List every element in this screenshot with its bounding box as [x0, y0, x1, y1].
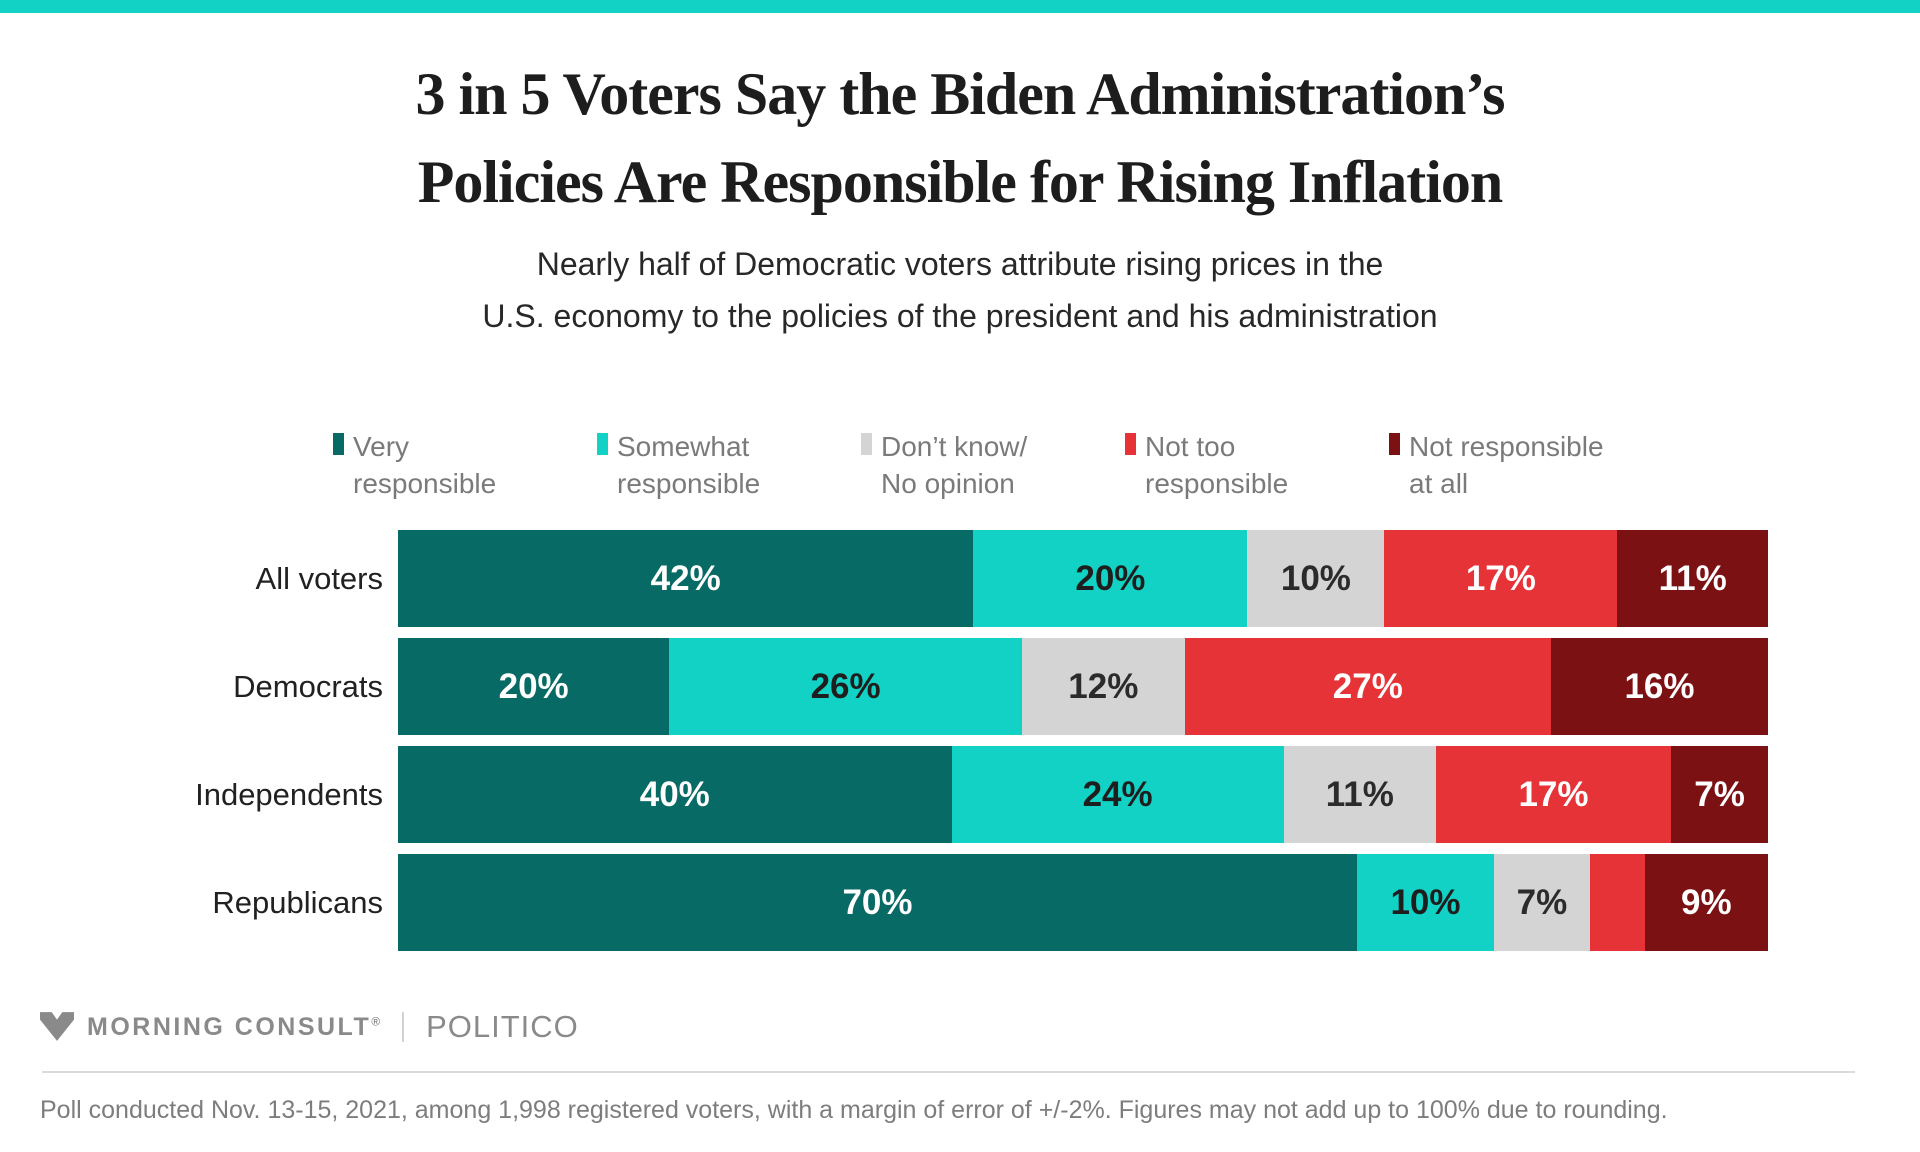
registered-mark: ® [371, 1014, 381, 1029]
legend-item: Somewhat responsible [597, 428, 861, 502]
bar-segment: 42% [398, 530, 974, 627]
stacked-bar: 20% 26% 12% 27% 16% [398, 638, 1768, 735]
bar-segment: 27% [1184, 638, 1551, 735]
subtitle-line-1: Nearly half of Democratic voters attribu… [536, 246, 1384, 282]
logo-divider [402, 1012, 405, 1042]
row-label: Independents [195, 776, 383, 812]
bar-segment: 70% [398, 854, 1357, 951]
bar-segment: 11% [1617, 530, 1769, 627]
accent-top-bar [0, 0, 1920, 13]
bar-segment: 7% [1671, 746, 1768, 843]
row-label: Democrats [233, 668, 383, 704]
page-title: 3 in 5 Voters Say the Biden Administrati… [0, 50, 1920, 226]
bar-segment: 7% [1494, 854, 1590, 951]
bar-segment: 24% [951, 746, 1284, 843]
row-label: Republicans [212, 884, 383, 920]
legend-swatch [333, 433, 344, 455]
bar-segment: 11% [1283, 746, 1436, 843]
legend-label: Don’t know/No opinion [881, 431, 1028, 499]
title-line-2: Policies Are Responsible for Rising Infl… [417, 149, 1504, 215]
stacked-bar: 40% 24% 11% 17% 7% [398, 746, 1768, 843]
legend-swatch [1389, 433, 1400, 455]
stacked-bar-chart: All voters 42% 20% 10% 17% 11% Democrats 20% 26%… [0, 530, 1920, 962]
chart-row: Democrats 20% 26% 12% 27% 16% [0, 638, 1920, 735]
legend-item: Not responsible at all [1389, 428, 1604, 502]
chart-legend: Very responsible Somewhat responsible Don’t … [333, 428, 1604, 502]
legend-item: Don’t know/No opinion [861, 428, 1125, 502]
legend-label: Not too responsible [1145, 431, 1289, 499]
subtitle-line-2: U.S. economy to the policies of the pres… [482, 298, 1438, 334]
title-line-1: 3 in 5 Voters Say the Biden Administrati… [415, 61, 1506, 127]
bar-segment: 17% [1435, 746, 1672, 843]
morning-consult-logo-icon [40, 1012, 74, 1041]
page-subtitle: Nearly half of Democratic voters attribu… [0, 238, 1920, 342]
methodology-footnote: Poll conducted Nov. 13-15, 2021, among 1… [40, 1096, 1668, 1124]
bar-segment: 9% [1644, 854, 1768, 951]
legend-swatch [1125, 433, 1136, 455]
morning-consult-wordmark: MORNING CONSULT® [87, 1012, 381, 1041]
stacked-bar: 70% 10% 7% 9% [398, 854, 1768, 951]
stacked-bar: 42% 20% 10% 17% 11% [398, 530, 1769, 627]
legend-swatch [597, 433, 608, 455]
legend-swatch [861, 433, 872, 455]
legend-label: Very responsible [353, 431, 497, 499]
bar-segment: 40% [398, 746, 952, 843]
bar-segment: 10% [1247, 530, 1385, 627]
footer-divider-line [42, 1071, 1855, 1073]
bar-segment: 26% [669, 638, 1022, 735]
bar-segment: 16% [1550, 638, 1768, 735]
bar-segment: 20% [973, 530, 1248, 627]
legend-item: Very responsible [333, 428, 597, 502]
bar-segment: 17% [1384, 530, 1618, 627]
chart-row: Republicans 70% 10% 7% 9% [0, 854, 1920, 951]
bar-segment [1589, 854, 1645, 951]
bar-segment: 20% [398, 638, 670, 735]
legend-item: Not too responsible [1125, 428, 1389, 502]
bar-segment: 12% [1021, 638, 1185, 735]
bar-segment: 10% [1357, 854, 1494, 951]
chart-row: Independents 40% 24% 11% 17% 7% [0, 746, 1920, 843]
politico-wordmark: POLITICO [426, 1009, 579, 1044]
chart-row: All voters 42% 20% 10% 17% 11% [0, 530, 1920, 627]
legend-label: Somewhat responsible [617, 431, 761, 499]
row-label: All voters [255, 560, 383, 596]
footer-logos: MORNING CONSULT® POLITICO [40, 1006, 579, 1048]
legend-label: Not responsible at all [1409, 431, 1604, 499]
